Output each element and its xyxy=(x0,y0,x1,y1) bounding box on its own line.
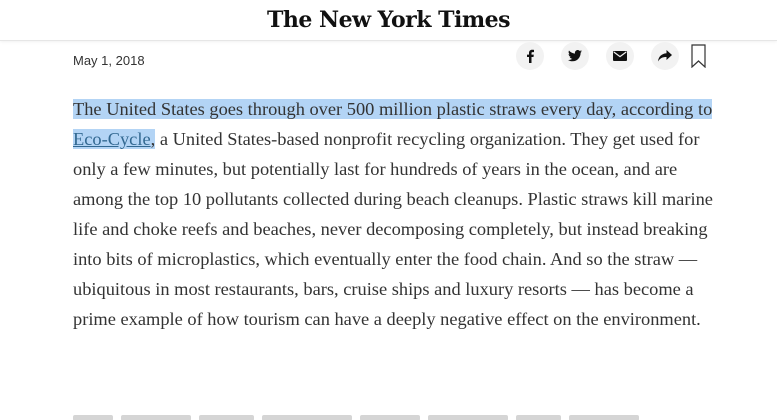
facebook-icon xyxy=(527,49,534,63)
twitter-share-button[interactable] xyxy=(561,42,589,70)
highlighted-comma: , xyxy=(150,129,156,149)
email-share-button[interactable] xyxy=(606,42,634,70)
more-share-button[interactable] xyxy=(651,42,679,70)
save-bookmark-button[interactable] xyxy=(690,43,706,69)
paragraph-body: a United States-based nonprofit recyclin… xyxy=(73,129,713,329)
email-icon xyxy=(613,51,627,61)
nyt-logo[interactable]: The New York Times xyxy=(266,7,511,33)
next-paragraph-cutoff xyxy=(73,408,713,420)
article-paragraph: The United States goes through over 500 … xyxy=(73,94,713,334)
article-date: May 1, 2018 xyxy=(73,53,145,68)
bookmark-icon xyxy=(690,44,706,68)
highlighted-text[interactable]: The United States goes through over 500 … xyxy=(73,99,713,119)
share-icon xyxy=(658,50,672,62)
share-toolbar xyxy=(516,40,706,72)
twitter-icon xyxy=(568,50,582,62)
masthead: The New York Times xyxy=(0,0,777,41)
eco-cycle-link[interactable]: Eco-Cycle xyxy=(73,129,151,149)
facebook-share-button[interactable] xyxy=(516,42,544,70)
